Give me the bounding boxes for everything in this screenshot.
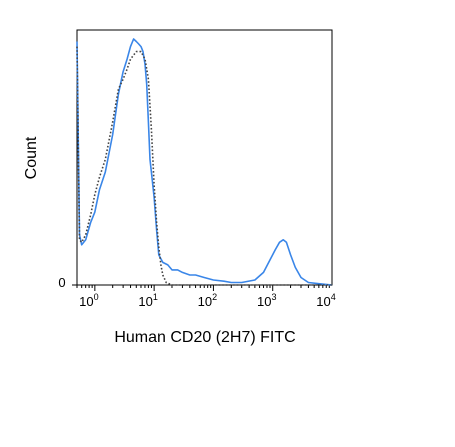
x-tick-marks — [72, 284, 330, 291]
y-axis-title: Count — [23, 136, 40, 179]
x-tick-label-exponent: 2 — [212, 292, 217, 302]
series-line-stained-solid — [76, 38, 333, 286]
x-tick-label: 103 — [257, 292, 276, 309]
x-tick-label-exponent: 1 — [153, 292, 158, 302]
x-tick-labels: 100 101 102 103 104 — [79, 292, 336, 309]
x-axis-title: Human CD20 (2H7) FITC — [114, 329, 295, 346]
x-tick-label: 100 — [79, 292, 98, 309]
y-tick-label-zero: 0 — [58, 275, 65, 290]
plot-frame — [76, 29, 333, 286]
x-tick-label-base: 10 — [138, 294, 152, 309]
series-layer — [76, 38, 333, 286]
x-tick-label-exponent: 0 — [94, 292, 99, 302]
series-line-control-dotted — [76, 46, 332, 286]
x-tick-label: 102 — [198, 292, 217, 309]
x-tick-label-exponent: 4 — [331, 292, 336, 302]
x-tick-label-base: 10 — [198, 294, 212, 309]
x-tick-label-exponent: 3 — [271, 292, 276, 302]
x-tick-label-base: 10 — [316, 294, 330, 309]
x-tick-label: 101 — [138, 292, 157, 309]
x-tick-label-base: 10 — [257, 294, 271, 309]
x-tick-label: 104 — [316, 292, 335, 309]
x-tick-label-base: 10 — [79, 294, 93, 309]
